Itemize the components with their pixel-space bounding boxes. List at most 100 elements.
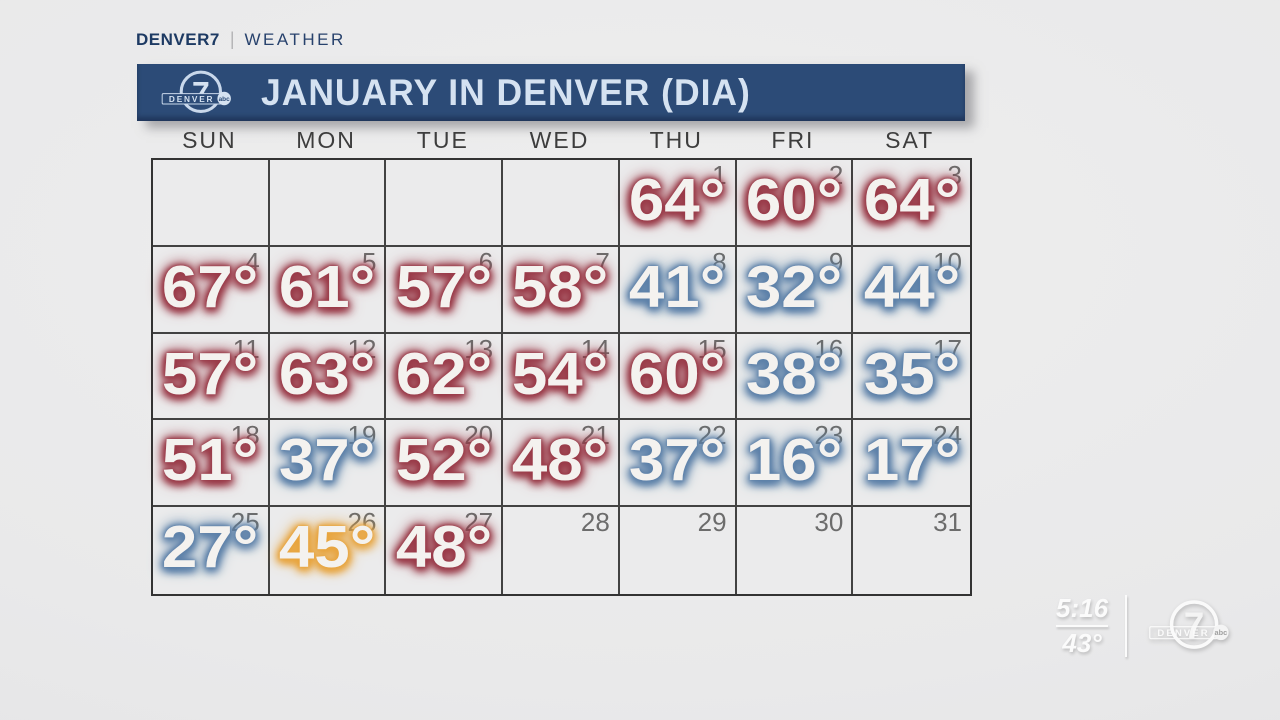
day-number: 16 <box>814 333 844 364</box>
temperature-value: 35° <box>863 340 960 407</box>
temperature-value: 48° <box>395 514 492 581</box>
calendar-cell: 9 32° <box>736 246 854 334</box>
temperature-value: 52° <box>395 427 492 494</box>
logo-abc-text: abc <box>1215 628 1228 637</box>
logo-ring <box>179 70 223 113</box>
logo-ring <box>1169 600 1219 649</box>
calendar-grid: 1 64° 2 60° 3 64° 4 67° 5 61° 6 57° 7 58… <box>151 158 972 596</box>
temperature-value: 57° <box>162 340 259 407</box>
calendar-cell <box>503 160 620 247</box>
corner-bug: 5:16 43° 7 DENVER abc <box>1056 592 1240 660</box>
day-number: 3 <box>947 160 962 190</box>
calendar-cell: 12 63° <box>269 333 387 421</box>
day-number: 27 <box>464 507 494 538</box>
calendar-cell: 22 37° <box>619 420 737 508</box>
calendar-cell: 8 41° <box>619 246 737 334</box>
calendar-cell: 19 37° <box>269 420 387 508</box>
weekday-header: TUE <box>416 127 469 153</box>
calendar-cell: 26 45° <box>270 507 387 594</box>
day-number: 1 <box>712 160 727 190</box>
station-name: DENVER7 <box>136 30 220 49</box>
calendar-cell: 13 62° <box>386 333 504 421</box>
calendar-cell: 11 57° <box>153 333 270 421</box>
temperature-value: 57° <box>395 253 492 320</box>
temperature-value: 58° <box>512 253 609 320</box>
day-number: 14 <box>580 333 610 364</box>
calendar-cell: 20 52° <box>386 420 504 508</box>
station-bar: DENVER7 | WEATHER <box>136 29 346 50</box>
current-time: 5:16 <box>1056 592 1109 623</box>
calendar-cell: 16 38° <box>736 333 854 421</box>
day-number: 17 <box>933 333 962 364</box>
temperature-value: 17° <box>863 427 960 494</box>
calendar-cell: 14 54° <box>503 333 620 421</box>
time-temp-block: 5:16 43° <box>1056 592 1109 658</box>
calendar-cell: 17 35° <box>853 334 970 421</box>
day-number: 13 <box>464 333 494 364</box>
temperature-value: 64° <box>863 167 960 233</box>
calendar-cell: 15 60° <box>619 333 737 421</box>
bug-horizontal-divider <box>1056 625 1109 627</box>
calendar-cell: 2 60° <box>736 160 854 247</box>
weekday-header: SAT <box>885 127 935 153</box>
temperature-value: 63° <box>278 340 376 407</box>
temperature-value: 37° <box>278 427 376 494</box>
logo-seven-glyph: 7 <box>1184 605 1204 646</box>
calendar-cell: 21 48° <box>503 420 620 508</box>
day-number: 25 <box>230 507 260 538</box>
calendar-cell: 3 64° <box>853 160 970 247</box>
calendar-cell: 25 27° <box>153 507 270 594</box>
weekday-header: MON <box>296 127 356 153</box>
day-number: 4 <box>245 246 260 277</box>
weekday-header: FRI <box>771 127 815 153</box>
temperature-value: 51° <box>162 427 259 494</box>
temperature-value: 37° <box>629 427 726 494</box>
day-number: 24 <box>933 420 962 451</box>
temperature-value: 44° <box>863 253 960 320</box>
day-number: 29 <box>697 507 727 538</box>
day-number: 10 <box>933 246 962 277</box>
calendar-cell: 4 67° <box>153 246 270 334</box>
temperature-value: 38° <box>745 340 843 407</box>
day-number: 8 <box>712 246 727 277</box>
temperature-value: 48° <box>512 427 609 494</box>
calendar-cell: 28 <box>503 507 620 594</box>
day-number: 7 <box>595 246 610 277</box>
page-title: JANUARY IN DENVER (DIA) <box>261 71 751 113</box>
day-number: 30 <box>814 507 844 538</box>
current-temperature: 43° <box>1062 628 1102 658</box>
station-bar-separator: | <box>229 29 235 49</box>
section-name: WEATHER <box>244 30 346 49</box>
calendar-cell: 23 16° <box>736 420 854 508</box>
day-number: 6 <box>478 246 494 277</box>
calendar-cell: 30 <box>737 507 854 594</box>
calendar-cell: 29 <box>620 507 737 594</box>
temperature-value: 45° <box>278 514 376 581</box>
calendar-cell <box>153 160 270 247</box>
calendar-cell: 6 57° <box>386 246 504 334</box>
temperature-value: 60° <box>745 167 843 233</box>
day-number: 31 <box>933 507 962 538</box>
temperature-value: 41° <box>629 253 726 320</box>
temperature-value: 54° <box>512 340 609 407</box>
day-number: 26 <box>347 507 377 538</box>
day-number: 9 <box>828 246 844 277</box>
day-number: 2 <box>828 160 844 190</box>
temperature-value: 60° <box>629 340 726 407</box>
day-number: 21 <box>580 420 610 451</box>
day-number: 22 <box>697 420 727 451</box>
bug-vertical-divider <box>1125 595 1128 657</box>
calendar-cell: 18 51° <box>153 420 270 508</box>
logo-abc-disc <box>217 91 231 105</box>
temperature-value: 67° <box>162 253 259 320</box>
day-number: 5 <box>361 246 377 277</box>
calendar-cell: 1 64° <box>619 160 737 247</box>
denver7-logo-banner: 7 DENVER abc <box>161 70 231 113</box>
calendar-cell: 24 17° <box>853 420 970 508</box>
calendar-cell: 5 61° <box>269 246 387 334</box>
day-number: 20 <box>464 420 494 451</box>
temperature-value: 64° <box>629 167 726 233</box>
weekday-header: SUN <box>182 127 237 153</box>
temperature-value: 27° <box>162 514 259 581</box>
